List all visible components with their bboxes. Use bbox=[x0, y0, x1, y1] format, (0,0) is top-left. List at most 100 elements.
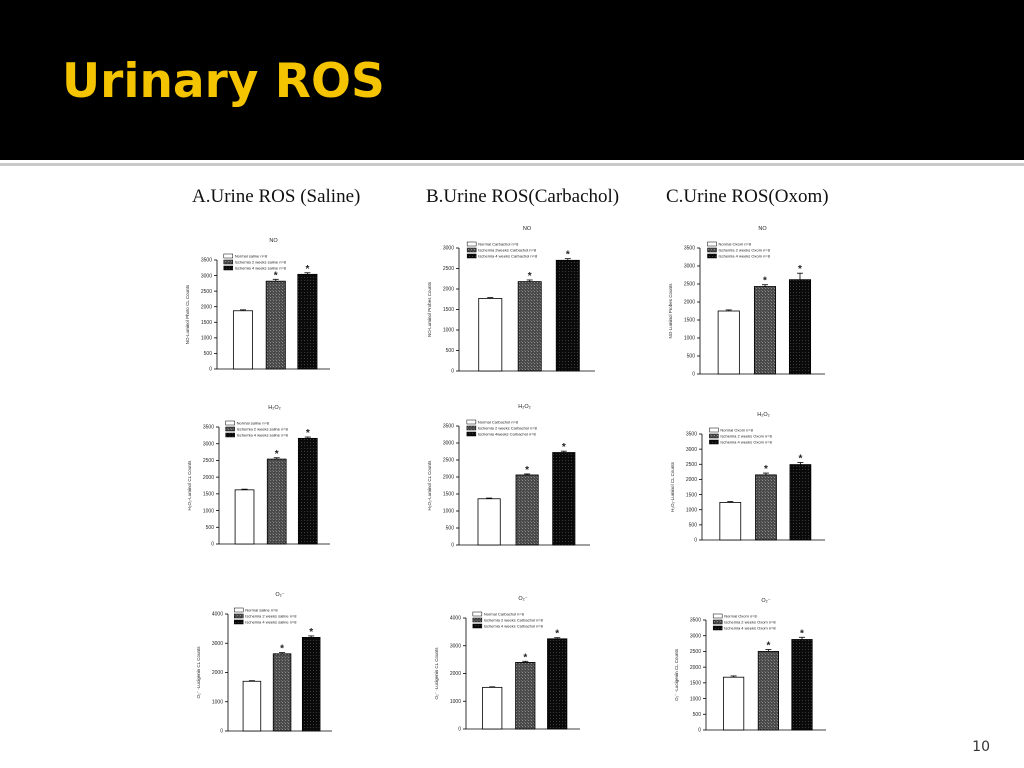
legend-label: Normal Carbachol n=8 bbox=[478, 242, 519, 247]
y-tick-label: 2000 bbox=[203, 475, 214, 481]
legend-label: Ischemia 4 weeks Oxom n=8 bbox=[720, 440, 772, 445]
legend-swatch bbox=[223, 259, 234, 265]
y-tick-label: 1000 bbox=[684, 336, 695, 342]
y-tick-label: 1000 bbox=[443, 509, 454, 515]
significance-marker: * bbox=[798, 453, 802, 464]
y-tick-label: 500 bbox=[446, 348, 455, 354]
legend-swatch bbox=[707, 253, 717, 259]
significance-marker: * bbox=[528, 271, 532, 282]
chart-title: H₂O₂ bbox=[757, 412, 770, 418]
y-tick-label: 2000 bbox=[212, 670, 223, 676]
y-tick-label: 1500 bbox=[203, 492, 214, 498]
chart-title: O₂⁻ bbox=[275, 592, 284, 598]
y-tick-label: 0 bbox=[692, 372, 695, 378]
y-tick-label: 2500 bbox=[201, 289, 212, 295]
legend-swatch bbox=[233, 607, 244, 613]
y-tick-label: 3500 bbox=[690, 618, 701, 624]
bar bbox=[477, 498, 501, 546]
y-tick-label: 2500 bbox=[684, 282, 695, 288]
y-tick-label: 3000 bbox=[443, 441, 454, 447]
significance-marker: * bbox=[800, 628, 804, 639]
y-axis-label: NO-Luminol Photo CL Counts bbox=[185, 284, 190, 344]
y-tick-label: 2500 bbox=[443, 266, 454, 272]
chart-4: 0 500 1000 1500 2000 2500 3000 3500 H₂O₂ H₂O₂-Lum… bbox=[187, 405, 330, 548]
panel-heading-oxom: C.Urine ROS(Oxom) bbox=[666, 186, 829, 207]
y-tick-label: 3000 bbox=[443, 246, 454, 252]
panel-heading-saline: A.Urine ROS (Saline) bbox=[192, 186, 361, 207]
legend-label: Normal saline n=8 bbox=[235, 254, 268, 259]
bar bbox=[719, 502, 742, 541]
legend-label: Ischemia 2 weeks Oxom n=8 bbox=[719, 248, 771, 253]
legend-swatch bbox=[472, 611, 483, 617]
chart-title: H₂O₂ bbox=[268, 405, 281, 411]
legend-label: Ischemia 4weeks Carbachol n=8 bbox=[478, 432, 537, 437]
y-tick-label: 3000 bbox=[203, 441, 214, 447]
legend-label: Ischemia 2 weeks saline n=8 bbox=[235, 260, 287, 265]
chart-title: NO bbox=[758, 226, 767, 232]
y-tick-label: 1000 bbox=[212, 699, 223, 705]
y-axis-label: NO-Luminol Probes Counts bbox=[427, 281, 432, 337]
y-tick-label: 2000 bbox=[201, 304, 212, 310]
y-tick-label: 500 bbox=[206, 525, 215, 531]
y-tick-label: 3000 bbox=[690, 633, 701, 639]
y-tick-label: 2000 bbox=[443, 287, 454, 293]
significance-marker: * bbox=[280, 644, 284, 655]
y-tick-label: 2000 bbox=[686, 477, 697, 483]
y-tick-label: 2500 bbox=[443, 458, 454, 464]
y-tick-label: 0 bbox=[220, 729, 223, 735]
y-tick-label: 3500 bbox=[203, 425, 214, 431]
legend-label: Ischemia 2 weeks saline n=8 bbox=[237, 427, 289, 432]
legend-label: Normal saline n=8 bbox=[245, 608, 278, 613]
legend-swatch bbox=[466, 247, 477, 253]
chart-3: 0 500 1000 1500 2000 2500 3000 3500 NO NO-Luminol… bbox=[668, 226, 825, 378]
legend-label: Ischemia 4 weeks Oxom n=8 bbox=[719, 254, 771, 259]
significance-marker: * bbox=[766, 641, 770, 652]
y-tick-label: 2500 bbox=[690, 649, 701, 655]
y-tick-label: 4000 bbox=[212, 612, 223, 618]
chart-title: NO bbox=[269, 238, 278, 244]
legend-swatch bbox=[472, 623, 483, 629]
significance-marker: * bbox=[566, 250, 570, 261]
bar bbox=[753, 286, 777, 375]
bar bbox=[266, 458, 287, 545]
legend-swatch bbox=[712, 625, 723, 631]
legend-swatch bbox=[472, 617, 483, 623]
y-tick-label: 1000 bbox=[686, 507, 697, 513]
bar bbox=[755, 474, 777, 541]
bar bbox=[547, 638, 568, 730]
y-tick-label: 3000 bbox=[684, 264, 695, 270]
bar bbox=[297, 273, 318, 370]
y-tick-label: 2500 bbox=[686, 462, 697, 468]
bar bbox=[297, 437, 318, 545]
y-axis-label: O₂⁻ -Lucigenin CL Counts bbox=[434, 647, 439, 700]
legend-swatch bbox=[466, 425, 477, 431]
slide-title: Urinary ROS bbox=[62, 54, 385, 109]
bar bbox=[478, 298, 503, 372]
y-tick-label: 1500 bbox=[690, 681, 701, 687]
panel-heading-carbachol: B.Urine ROS(Carbachol) bbox=[426, 186, 620, 207]
chart-5: 0 500 1000 1500 2000 2500 3000 3500 H₂O₂ H₂O₂-Lum… bbox=[427, 404, 590, 549]
y-tick-label: 0 bbox=[451, 543, 454, 549]
legend-label: Ischemia 4 weeks saline n=8 bbox=[237, 433, 289, 438]
bar bbox=[232, 310, 253, 370]
legend-swatch bbox=[466, 431, 477, 437]
significance-marker: * bbox=[309, 627, 313, 638]
bar bbox=[301, 637, 321, 732]
legend-swatch bbox=[225, 432, 235, 438]
y-tick-label: 3500 bbox=[443, 424, 454, 430]
chart-6: 0 500 1000 1500 2000 2500 3000 3500 H₂O₂ H₂O₂-Lum… bbox=[670, 412, 825, 544]
y-tick-label: 1000 bbox=[450, 699, 461, 705]
legend-label: Normal Carbachol n=8 bbox=[484, 612, 525, 617]
legend-label: Ischemia 4 weeks saline n=8 bbox=[245, 620, 297, 625]
significance-marker: * bbox=[555, 629, 559, 640]
bar bbox=[788, 279, 812, 375]
y-tick-label: 3500 bbox=[686, 432, 697, 438]
legend-label: Ischemia 2 weeks Oxom n=8 bbox=[720, 434, 772, 439]
significance-marker: * bbox=[274, 270, 278, 281]
bar bbox=[515, 474, 539, 546]
y-tick-label: 3000 bbox=[212, 641, 223, 647]
bar bbox=[265, 280, 286, 370]
y-tick-label: 500 bbox=[446, 526, 455, 532]
y-tick-label: 1000 bbox=[690, 696, 701, 702]
